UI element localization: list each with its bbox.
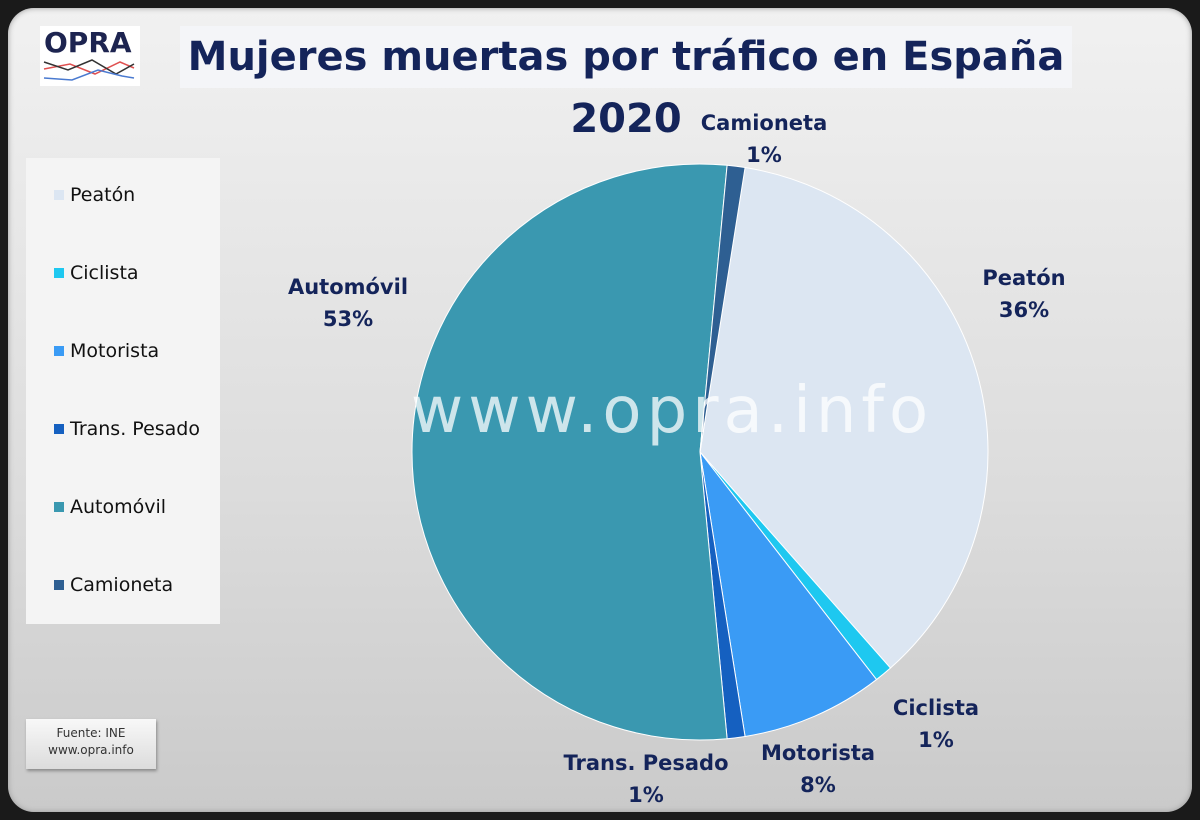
data-label-category: Motorista [761,741,875,765]
source-box: Fuente: INE www.opra.info [26,719,156,769]
data-label-percent: 1% [746,143,782,167]
legend-label: Automóvil [70,496,167,518]
legend-item-trans-pesado: Trans. Pesado [54,418,200,440]
legend-label: Ciclista [70,262,139,284]
legend: Peatón Ciclista Motorista Trans. Pesado Auto… [26,158,220,624]
data-label-percent: 8% [800,773,836,797]
legend-label: Trans. Pesado [70,418,200,440]
data-label-category: Peatón [982,266,1065,290]
legend-item-ciclista: Ciclista [54,262,139,284]
data-label-percent: 36% [999,298,1049,322]
legend-label: Motorista [70,340,160,362]
data-label-category: Ciclista [893,696,979,720]
logo-lines-icon [43,59,135,81]
watermark: www.opra.info [411,374,933,448]
legend-item-peaton: Peatón [54,184,135,206]
pie-slice-peaton [699,166,989,669]
source-text: Fuente: INE [56,726,126,740]
legend-label: Peatón [70,184,136,206]
data-label-category: Trans. Pesado [563,751,728,775]
data-label-category: Camioneta [701,111,828,135]
legend-swatch [54,346,64,356]
opra-logo: OPRA [40,26,140,86]
data-label-category: Automóvil [288,275,408,299]
pie-slice-automovil [411,163,728,741]
legend-swatch [54,268,64,278]
pie-slice-motorista [699,451,878,738]
legend-item-camioneta: Camioneta [54,574,173,596]
data-label-percent: 53% [323,307,373,331]
legend-swatch [54,580,64,590]
logo-text: OPRA [44,26,132,59]
legend-item-motorista: Motorista [54,340,159,362]
data-label-percent: 1% [628,783,664,807]
chart-title: Mujeres muertas por tráfico en España 20… [180,26,1072,142]
pie-slice-camioneta [699,164,746,453]
source-url: www.opra.info [48,743,134,757]
legend-swatch [54,502,64,512]
data-label-percent: 1% [918,728,954,752]
legend-item-automovil: Automóvil [54,496,166,518]
legend-swatch [54,424,64,434]
legend-label: Camioneta [70,574,174,596]
legend-swatch [54,190,64,200]
